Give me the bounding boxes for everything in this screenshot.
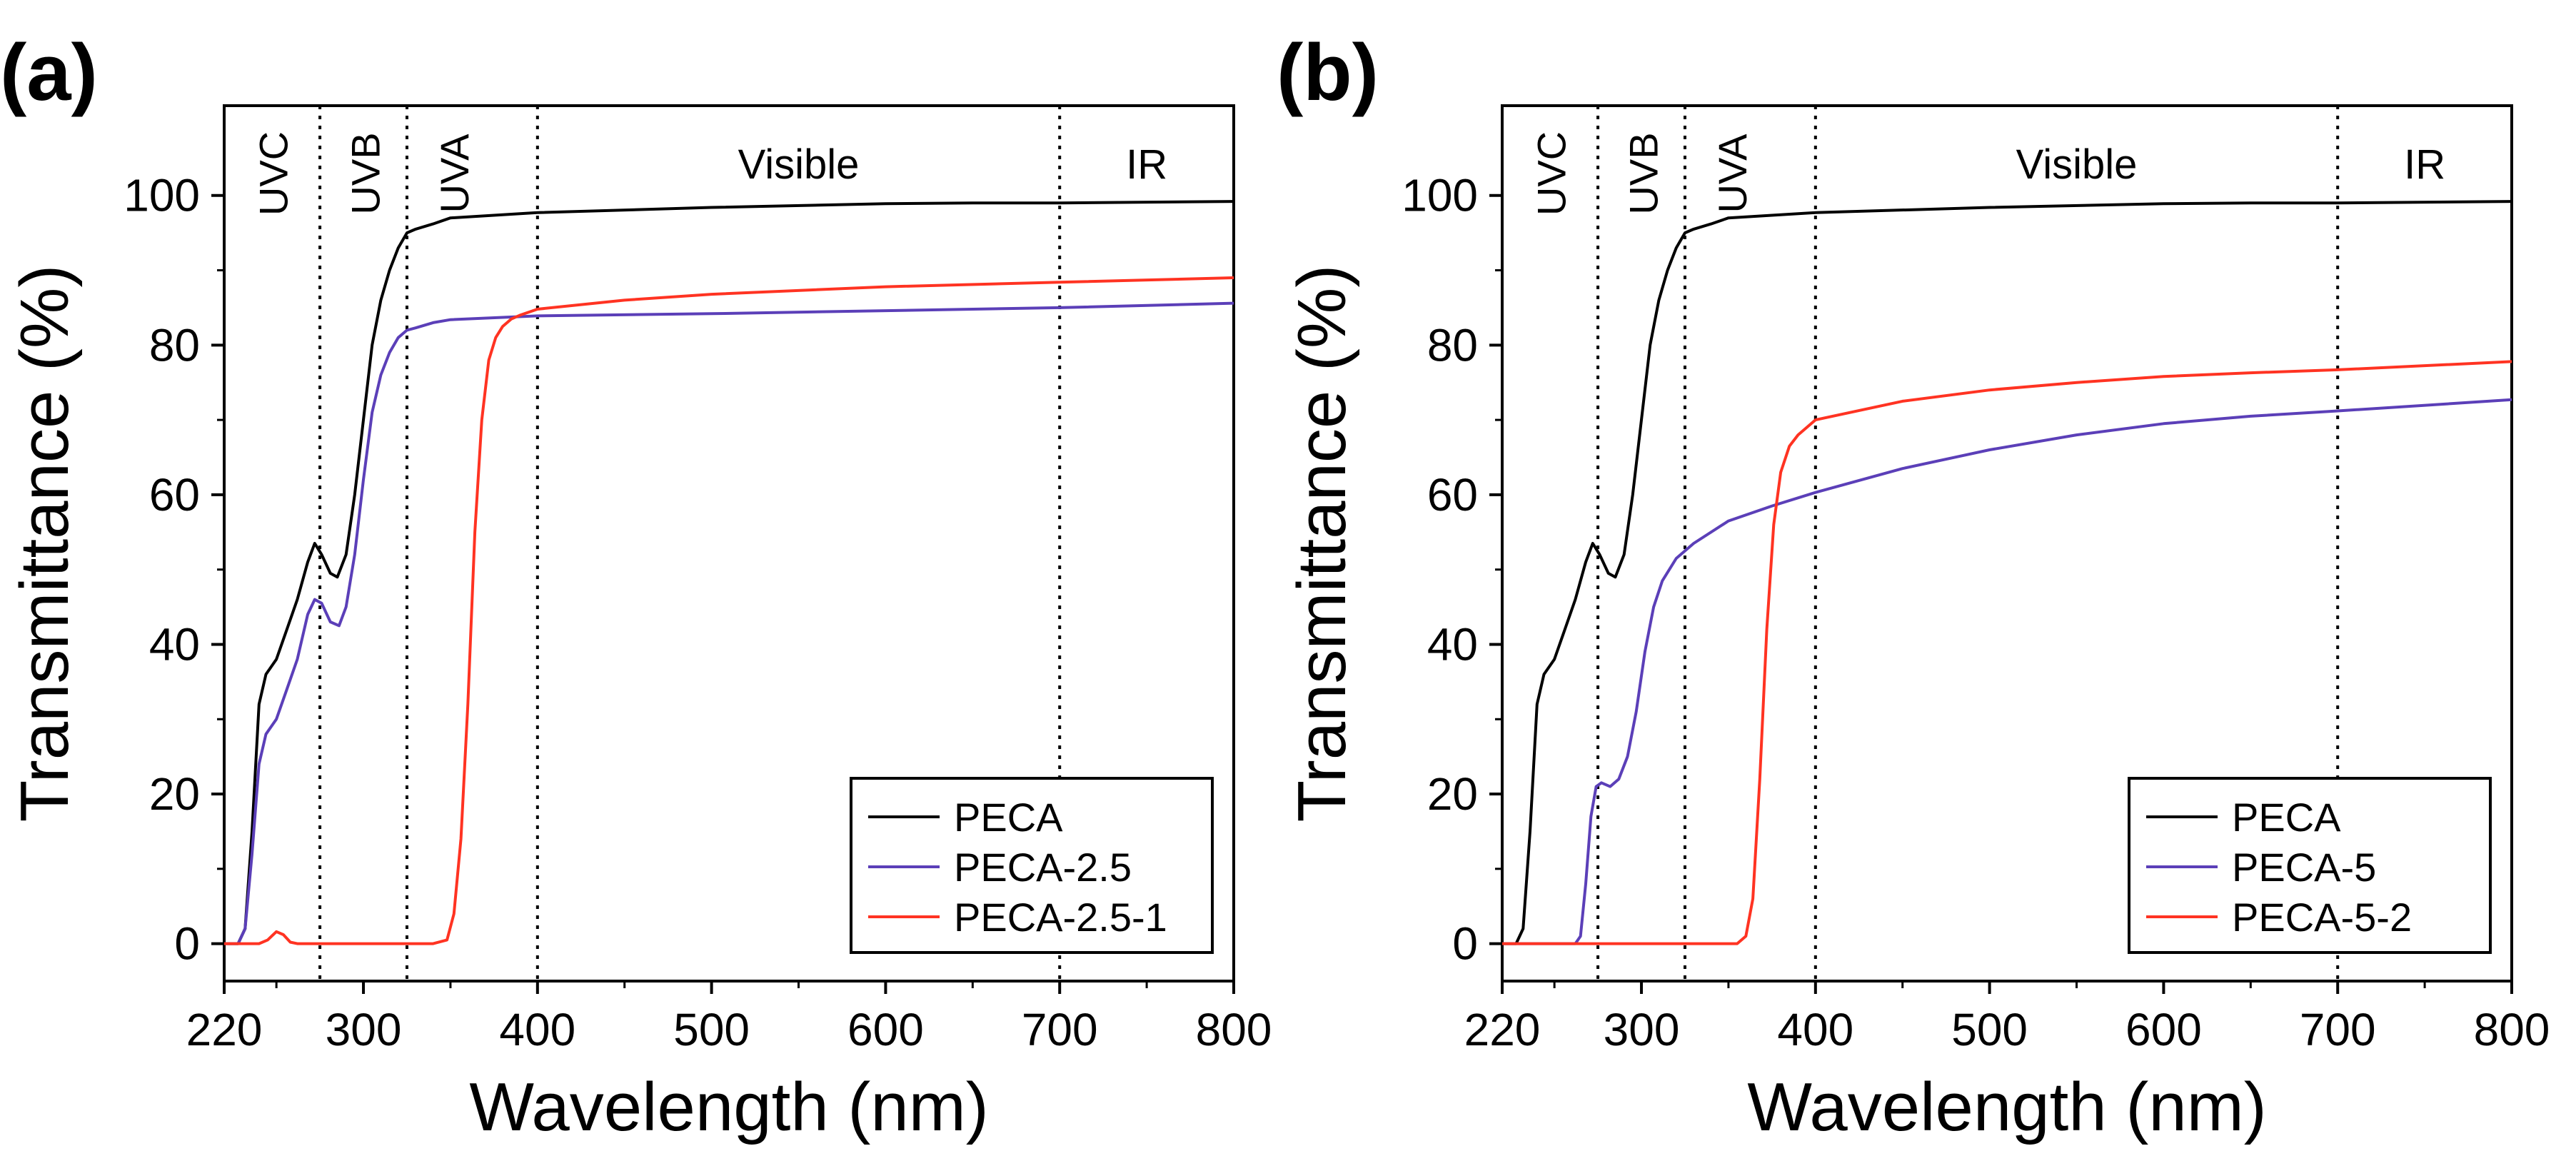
x-tick-label-800: 800 (1196, 1004, 1272, 1055)
region-label-uva: UVA (1710, 134, 1755, 213)
plot-frame (223, 104, 1235, 982)
x-tick-label-600: 600 (847, 1004, 924, 1055)
y-tick-label-40: 40 (1427, 618, 1478, 670)
y-tick-label-100: 100 (1402, 170, 1478, 221)
region-label-ir: IR (1126, 141, 1167, 188)
y-tick-label-60: 60 (1427, 469, 1478, 521)
series-line-peca-5-2 (1502, 360, 2512, 945)
series-line-peca (1502, 200, 2512, 945)
x-tick-label-700: 700 (1022, 1004, 1098, 1055)
panel-a: (a) 220 300 400 500 600 700 800 0 20 40 60 80 100 Wav… (0, 28, 1272, 1145)
y-tick-label-80: 80 (149, 319, 200, 371)
y-tick-label-80: 80 (1427, 319, 1478, 371)
x-tick-label-500: 500 (673, 1004, 750, 1055)
x-tick-label-500: 500 (1951, 1004, 2028, 1055)
series-line-peca-5 (1502, 398, 2512, 945)
region-label-uvc: UVC (1529, 131, 1574, 216)
x-tick-label-220: 220 (186, 1004, 263, 1055)
y-axis-title: Transmittance (%) (1284, 265, 1360, 823)
x-tick-label-700: 700 (2300, 1004, 2376, 1055)
legend-label-peca-2-5-1: PECA-2.5-1 (954, 895, 1167, 940)
y-tick-label-20: 20 (149, 768, 200, 820)
region-label-uvb: UVB (343, 132, 388, 214)
panel-a-label: (a) (0, 28, 98, 117)
x-axis-title: Wavelength (nm) (1747, 1069, 2266, 1145)
legend-label-peca: PECA (2232, 795, 2341, 840)
series-line-peca-2-5-1 (224, 276, 1234, 945)
x-tick-label-400: 400 (499, 1004, 575, 1055)
y-tick-label-100: 100 (124, 170, 200, 221)
legend-label-peca-5-2: PECA-5-2 (2232, 895, 2412, 940)
region-label-uvc: UVC (251, 131, 296, 216)
legend-label-peca: PECA (954, 795, 1063, 840)
x-tick-label-800: 800 (2474, 1004, 2550, 1055)
region-label-visible: Visible (738, 141, 860, 188)
y-tick-label-20: 20 (1427, 768, 1478, 820)
x-tick-label-300: 300 (1604, 1004, 1680, 1055)
region-label-ir: IR (2404, 141, 2445, 188)
x-tick-label-600: 600 (2125, 1004, 2202, 1055)
x-tick-label-400: 400 (1777, 1004, 1853, 1055)
panel-b: (b) 220 300 400 500 600 700 800 0 20 40 60 80 100 Wav… (1277, 28, 2550, 1145)
y-tick-label-0: 0 (174, 918, 200, 970)
y-axis-title: Transmittance (%) (6, 265, 83, 823)
region-label-uvb: UVB (1621, 132, 1666, 214)
legend-label-peca-2-5: PECA-2.5 (954, 845, 1132, 890)
x-axis-title: Wavelength (nm) (469, 1069, 988, 1145)
region-label-visible: Visible (2016, 141, 2138, 188)
plot-frame (1501, 104, 2513, 982)
region-label-uva: UVA (432, 134, 477, 213)
panel-b-label: (b) (1277, 28, 1379, 117)
y-tick-label-40: 40 (149, 618, 200, 670)
x-tick-label-220: 220 (1464, 1004, 1541, 1055)
y-tick-label-0: 0 (1452, 918, 1478, 970)
y-tick-label-60: 60 (149, 469, 200, 521)
series-line-peca (224, 200, 1234, 945)
series-line-peca-2-5 (224, 301, 1234, 945)
x-tick-label-300: 300 (326, 1004, 402, 1055)
legend-label-peca-5: PECA-5 (2232, 845, 2376, 890)
